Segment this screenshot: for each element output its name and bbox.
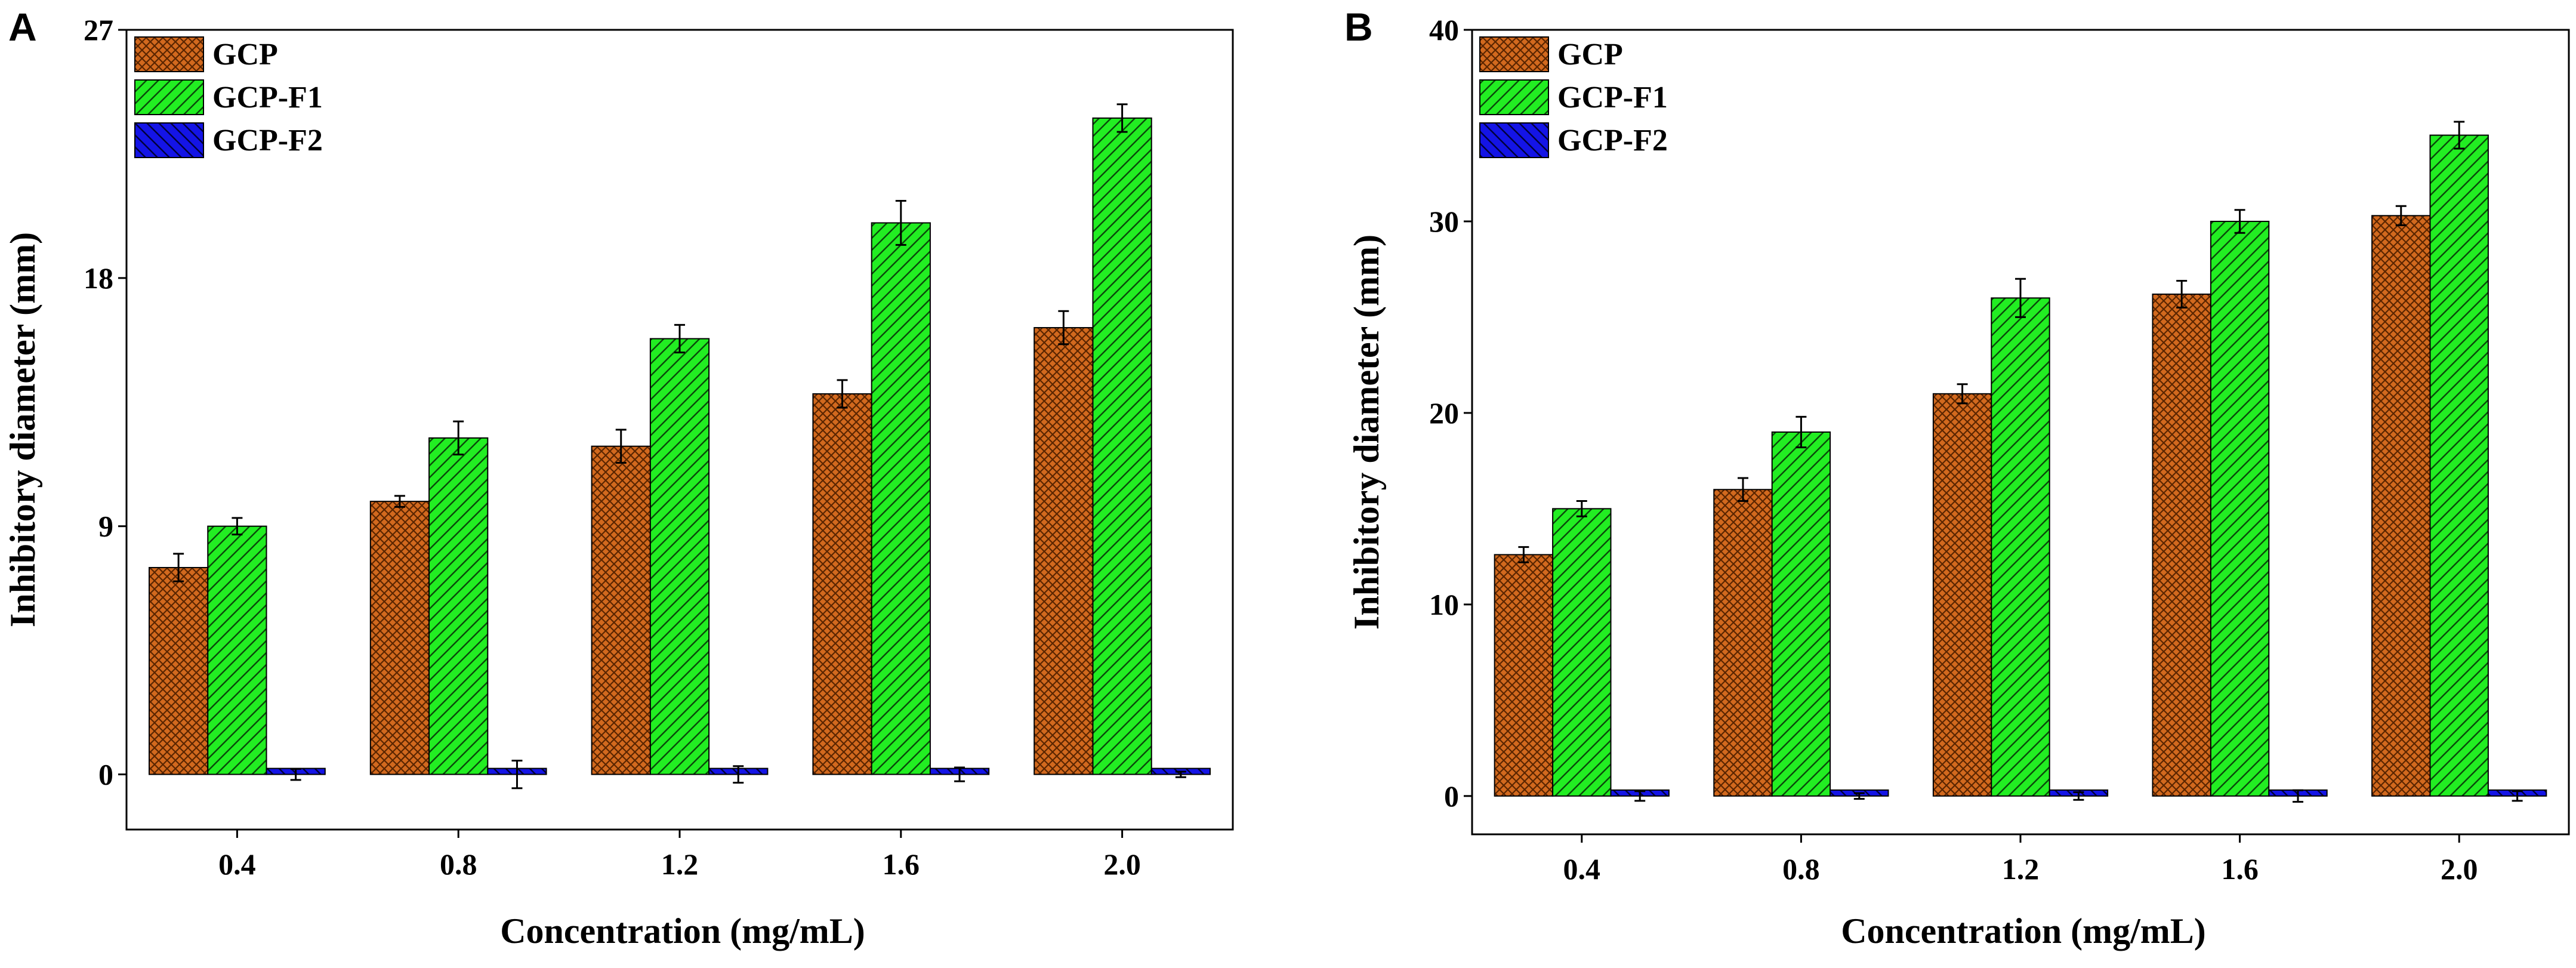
bar (1092, 117, 1152, 775)
series-gcp-f2 (1610, 789, 2547, 803)
x-tick-label: 0.8 (1782, 852, 1820, 886)
series-gcp-f1 (1552, 121, 2489, 797)
bar (2152, 293, 2211, 797)
bar (1771, 431, 1831, 797)
legend-label: GCP-F1 (1557, 81, 1668, 115)
panel-label: B (1344, 5, 1373, 49)
error-bar (1518, 546, 1529, 563)
error-bar (837, 379, 848, 409)
x-tick-label: 1.6 (2221, 852, 2259, 886)
error-bar (1853, 792, 1865, 800)
error-bar (1175, 770, 1186, 778)
error-bar (2293, 789, 2304, 803)
y-tick-label: 30 (1429, 205, 1459, 238)
bar (871, 222, 931, 775)
error-bar (2176, 279, 2188, 309)
bar (428, 437, 489, 775)
error-bar (2454, 121, 2465, 150)
error-bar (733, 765, 744, 784)
x-axis-title: Concentration (mg/mL) (1841, 911, 2206, 951)
bar (1494, 554, 1554, 797)
bar (207, 525, 267, 775)
legend-swatch (134, 79, 204, 115)
y-tick-label: 10 (1429, 588, 1459, 621)
x-tick-label: 0.8 (440, 847, 477, 881)
y-tick-label: 27 (84, 13, 113, 47)
error-bar (2512, 790, 2523, 802)
series-gcp-f1 (207, 103, 1152, 775)
legend-swatch (134, 122, 204, 158)
bar (1713, 489, 1773, 797)
x-tick-label: 2.0 (1103, 847, 1141, 881)
x-axis-title: Concentration (mg/mL) (500, 911, 865, 951)
error-bar (1634, 790, 1646, 802)
error-bar (1957, 383, 1968, 405)
legend: GCP GCP-F1 GCP-F2 (1479, 36, 1668, 158)
bar (649, 338, 710, 775)
error-bar (615, 428, 627, 464)
x-tick-label: 1.2 (661, 847, 699, 881)
y-tick-label: 0 (98, 758, 113, 791)
legend: GCP GCP-F1 GCP-F2 (134, 36, 323, 158)
y-axis-title: Inhibitory diameter (mm) (1347, 235, 1386, 630)
y-tick-label: 0 (1444, 779, 1459, 813)
legend-swatch (1479, 122, 1549, 158)
error-bar (511, 759, 523, 790)
bar (2429, 134, 2489, 797)
bar (149, 567, 209, 775)
error-bar (1116, 103, 1128, 133)
legend-label: GCP (1557, 38, 1623, 72)
error-bar (453, 420, 464, 456)
legend-swatch (1479, 79, 1549, 115)
error-bar (2395, 205, 2407, 226)
x-tick-label: 0.4 (1563, 852, 1601, 886)
error-bar (2073, 791, 2084, 801)
series-gcp (149, 310, 1094, 775)
bar (1552, 508, 1612, 797)
error-bar (1737, 477, 1748, 503)
x-tick-label: 1.6 (883, 847, 920, 881)
y-tick-label: 18 (84, 261, 113, 295)
y-tick-label: 40 (1429, 13, 1459, 47)
error-bar (1576, 500, 1587, 517)
error-bar (173, 553, 184, 582)
error-bar (1058, 310, 1069, 346)
error-bar (1796, 415, 1807, 449)
chart-panel-b: B 0 10 20 30 40 0.4 0.8 1.2 1.6 2.0 Concentration (… (1344, 5, 2570, 951)
bar (812, 393, 872, 775)
error-bar (290, 767, 301, 781)
error-bar (232, 517, 243, 536)
legend-label: GCP-F2 (1557, 124, 1668, 158)
bar (1932, 393, 1992, 797)
bar (369, 501, 430, 775)
x-tick-label: 1.2 (2002, 852, 2040, 886)
legend-label: GCP-F1 (212, 81, 323, 115)
error-bar (2015, 278, 2026, 318)
error-bar (674, 323, 685, 354)
error-bar (895, 199, 906, 246)
legend-label: GCP-F2 (212, 124, 323, 158)
bar (2210, 220, 2270, 797)
legend-swatch (134, 36, 204, 72)
y-tick-label: 20 (1429, 396, 1459, 430)
legend-swatch (1479, 36, 1549, 72)
bar (1034, 327, 1094, 775)
error-bar (394, 495, 405, 508)
legend-label: GCP (212, 38, 278, 72)
series-gcp (1494, 205, 2431, 797)
error-bar (2234, 209, 2245, 234)
y-tick-label: 9 (98, 510, 113, 543)
series-gcp-f2 (266, 759, 1211, 790)
panel-label: A (8, 5, 37, 49)
bar (1991, 297, 2050, 797)
x-tick-label: 2.0 (2441, 852, 2478, 886)
bar (591, 445, 651, 775)
bar (2371, 215, 2431, 797)
y-axis-title: Inhibitory diameter (mm) (3, 232, 42, 627)
x-tick-label: 0.4 (218, 847, 256, 881)
error-bar (954, 766, 965, 782)
chart-panel-a: A 0 9 18 27 0.4 0.8 1.2 1.6 2.0 Concentration (mg/… (3, 5, 1234, 951)
